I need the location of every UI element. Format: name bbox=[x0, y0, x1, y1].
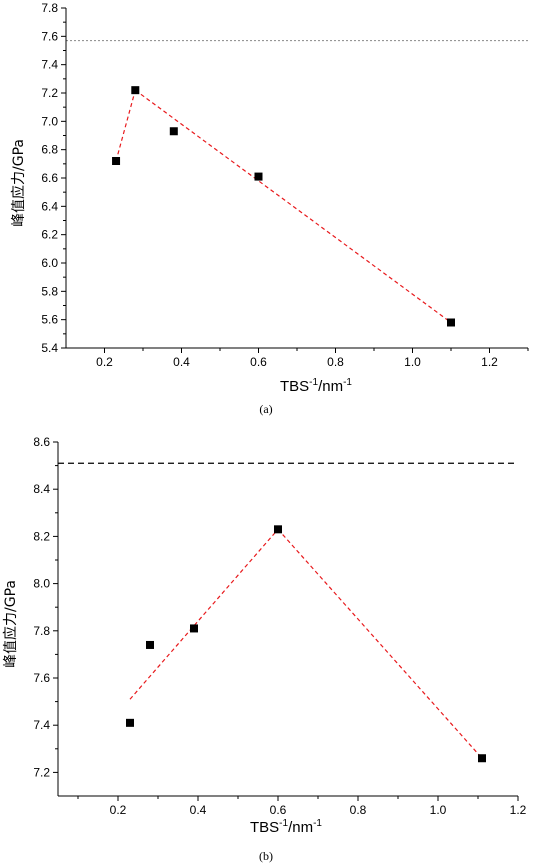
chart-b-caption: (b) bbox=[259, 849, 273, 863]
chart-a-x-tick-label: 0.6 bbox=[250, 355, 267, 369]
chart-a-data-point bbox=[254, 172, 263, 181]
chart-b-x-tick-label: 0.6 bbox=[270, 803, 287, 817]
plot-a-marks: 0.2 0.4 0.6 0.8 1.0 1.2 5.4 5.6 5.8 6.0 6.2 6.4 6.6 6… bbox=[41, 1, 529, 369]
chart-a-y-tick-label: 5.4 bbox=[41, 341, 58, 355]
chart-a-y-tick-label: 6.0 bbox=[41, 256, 58, 270]
chart-b: 0.2 0.4 0.6 0.8 1.0 1.2 7.2 7.4 7.6 7.8 8.0 8.2 8.4 8… bbox=[2, 435, 527, 863]
chart-b-data-point bbox=[274, 525, 282, 534]
chart-a-caption: (a) bbox=[259, 402, 272, 416]
chart-a-x-tick-label: 1.0 bbox=[404, 355, 421, 369]
chart-a-y-tick-label: 6.8 bbox=[41, 143, 58, 157]
chart-a-y-tick-label: 6.6 bbox=[41, 171, 58, 185]
chart-a-x-tick-label: 0.2 bbox=[96, 355, 113, 369]
chart-a-x-tick-label: 0.4 bbox=[173, 355, 190, 369]
chart-b-y-tick-label: 8.0 bbox=[33, 577, 50, 591]
chart-b-x-tick-label: 0.2 bbox=[110, 803, 127, 817]
chart-a-xlabel: TBS-1/nm-1 bbox=[280, 377, 352, 395]
plot-b-marks: 0.2 0.4 0.6 0.8 1.0 1.2 7.2 7.4 7.6 7.8 8.0 8.2 8.4 8… bbox=[33, 435, 527, 817]
chart-b-data-point bbox=[190, 624, 198, 633]
chart-b-data-point bbox=[146, 640, 154, 649]
chart-a-y-tick-label: 7.8 bbox=[41, 1, 58, 15]
chart-b-x-tick-label: 0.4 bbox=[190, 803, 207, 817]
chart-b-y-tick-label: 8.4 bbox=[33, 482, 50, 496]
chart-b-y-tick-label: 8.2 bbox=[33, 529, 50, 543]
chart-b-y-tick-label: 7.2 bbox=[33, 765, 50, 779]
chart-b-x-tick-label: 1.0 bbox=[430, 803, 447, 817]
chart-b-y-tick-label: 8.6 bbox=[33, 435, 50, 449]
chart-b-data-point bbox=[126, 718, 134, 727]
chart-b-fit-line bbox=[129, 528, 279, 700]
chart-a-y-tick-label: 5.6 bbox=[41, 313, 58, 327]
chart-a-data-point bbox=[447, 318, 455, 327]
chart-a-y-tick-label: 6.2 bbox=[41, 228, 58, 242]
chart-a-x-tick-label: 0.8 bbox=[327, 355, 344, 369]
chart-a-data-point bbox=[112, 157, 121, 165]
chart-b-ylabel: 峰值应力/GPa bbox=[2, 580, 19, 668]
chart-a-y-tick-label: 6.4 bbox=[41, 199, 58, 213]
chart-a-data-point bbox=[169, 127, 178, 136]
chart-a-ylabel: 峰值应力/GPa bbox=[10, 139, 27, 227]
chart-a-y-tick-label: 7.2 bbox=[41, 86, 58, 100]
chart-a-y-tick-label: 7.4 bbox=[41, 58, 58, 72]
chart-b-fit-line bbox=[277, 528, 483, 759]
chart-b-x-tick-label: 1.2 bbox=[510, 803, 527, 817]
chart-a-fit-line bbox=[134, 89, 452, 323]
chart-a-y-tick-label: 7.0 bbox=[41, 114, 58, 128]
chart-a-y-tick-label: 5.8 bbox=[41, 284, 58, 298]
chart-b-y-tick-label: 7.6 bbox=[33, 671, 50, 685]
chart-b-xlabel: TBS-1/nm-1 bbox=[250, 818, 322, 836]
chart-a-y-tick-label: 7.6 bbox=[41, 29, 58, 43]
chart-b-data-point bbox=[478, 754, 486, 763]
chart-a: 0.2 0.4 0.6 0.8 1.0 1.2 5.4 5.6 5.8 6.0 6.2 6.4 6.6 6… bbox=[10, 1, 529, 416]
chart-b-y-tick-label: 7.8 bbox=[33, 624, 50, 638]
chart-b-x-tick-label: 0.8 bbox=[350, 803, 367, 817]
chart-a-fit-line bbox=[115, 90, 136, 162]
chart-b-y-tick-label: 7.4 bbox=[33, 718, 50, 732]
chart-a-data-point bbox=[131, 86, 140, 95]
chart-a-x-tick-label: 1.2 bbox=[481, 355, 498, 369]
